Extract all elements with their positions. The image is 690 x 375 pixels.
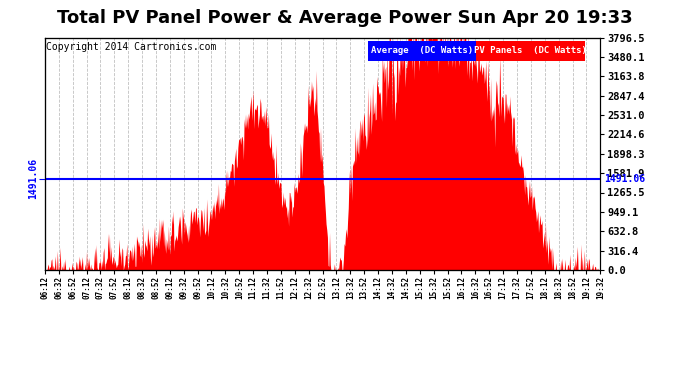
Text: 1491.06: 1491.06 [604,174,646,184]
FancyBboxPatch shape [368,41,476,61]
Text: Copyright 2014 Cartronics.com: Copyright 2014 Cartronics.com [46,42,217,52]
Text: Average  (DC Watts): Average (DC Watts) [371,46,473,56]
Text: PV Panels  (DC Watts): PV Panels (DC Watts) [474,46,586,56]
Text: Total PV Panel Power & Average Power Sun Apr 20 19:33: Total PV Panel Power & Average Power Sun… [57,9,633,27]
FancyBboxPatch shape [476,41,584,61]
